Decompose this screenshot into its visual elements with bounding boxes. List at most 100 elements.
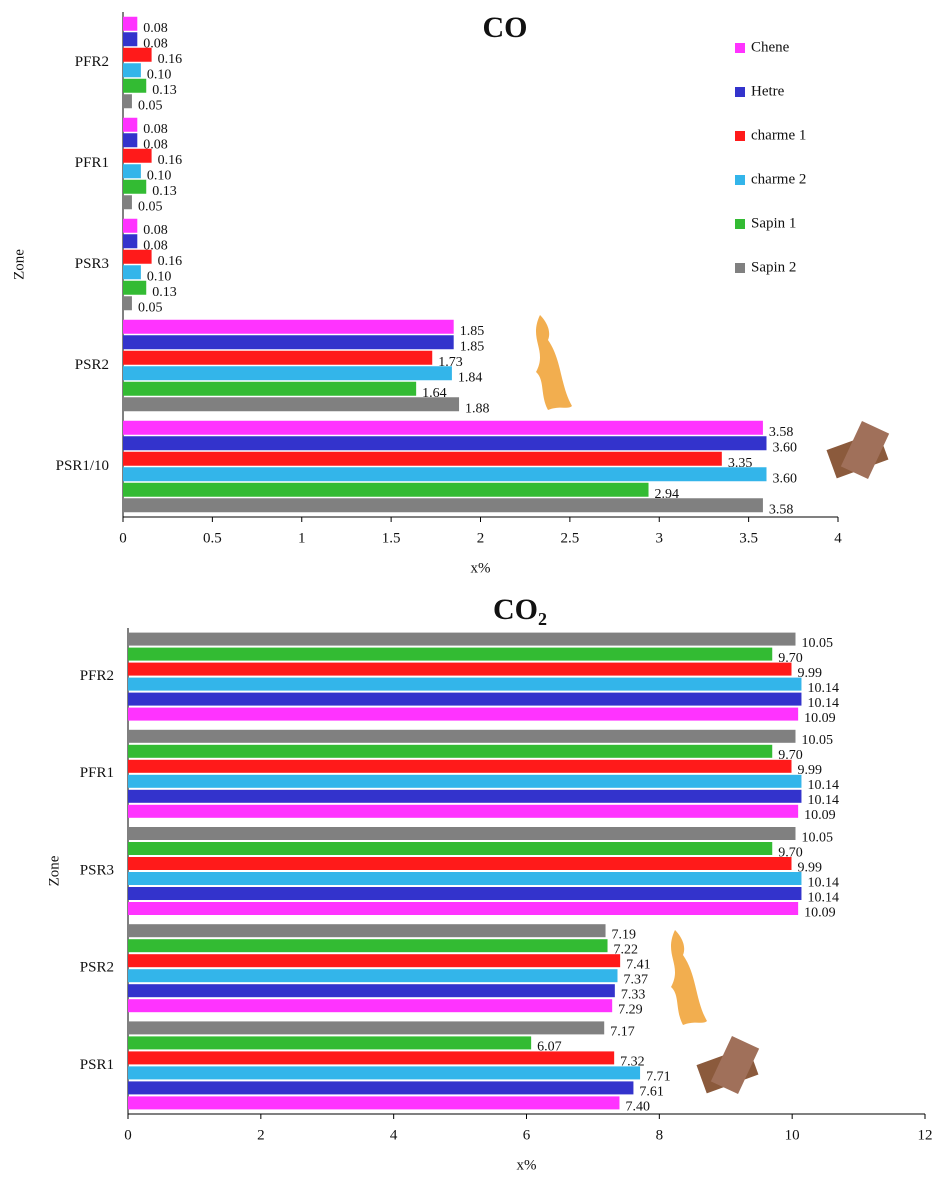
value-label: 3.58: [769, 425, 794, 440]
x-tick-label: 0: [119, 530, 127, 546]
chart-title: CO: [483, 11, 528, 44]
bar: [123, 63, 141, 78]
y-tick-label: PSR2: [75, 357, 109, 373]
bar: [123, 179, 147, 194]
value-label: 9.99: [798, 763, 823, 778]
value-label: 7.71: [646, 1070, 671, 1085]
value-label: 1.88: [465, 401, 490, 416]
value-label: 3.35: [728, 456, 753, 471]
value-label: 1.73: [438, 355, 463, 370]
bar: [123, 397, 460, 412]
value-label: 0.08: [143, 223, 168, 238]
y-tick-label: PFR2: [80, 668, 114, 684]
legend-swatch: [735, 131, 745, 141]
value-label: 0.08: [143, 36, 168, 51]
value-label: 0.13: [152, 83, 177, 98]
value-label: 1.85: [460, 324, 485, 339]
bar: [123, 164, 141, 179]
value-label: 1.85: [460, 339, 485, 354]
bar: [128, 662, 792, 676]
value-label: 1.84: [458, 370, 483, 385]
bar: [123, 335, 454, 350]
x-tick-label: 8: [656, 1127, 664, 1143]
value-label: 10.05: [801, 733, 833, 748]
value-label: 7.33: [621, 987, 646, 1002]
x-tick-label: 12: [918, 1127, 933, 1143]
value-label: 3.60: [773, 440, 798, 455]
bar: [123, 117, 138, 132]
bar: [128, 999, 613, 1013]
bar: [123, 265, 141, 280]
bar: [128, 857, 792, 870]
legend-label: charme 1: [751, 127, 806, 143]
value-label: 9.99: [798, 860, 823, 875]
value-label: 0.08: [143, 238, 168, 253]
bar: [128, 759, 792, 773]
value-label: 10.09: [804, 808, 836, 823]
y-axis-label: Zone: [11, 249, 27, 280]
value-label: 0.10: [147, 269, 172, 284]
bar: [123, 436, 767, 451]
bar: [128, 707, 799, 721]
bar: [128, 939, 608, 953]
chart-title: CO₂: [493, 593, 547, 626]
x-tick-label: 1.5: [382, 530, 401, 546]
value-label: 7.40: [625, 1100, 650, 1115]
value-label: 3.60: [773, 471, 798, 486]
bar: [128, 924, 606, 938]
bar: [123, 296, 132, 311]
y-tick-label: PFR2: [75, 54, 109, 70]
value-label: 7.19: [612, 927, 637, 942]
legend-label: Hetre: [751, 83, 785, 99]
value-label: 0.16: [158, 52, 183, 67]
legend-label: charme 2: [751, 171, 806, 187]
x-tick-label: 2: [477, 530, 485, 546]
bar: [123, 94, 132, 109]
value-label: 0.08: [143, 21, 168, 36]
bar: [123, 249, 152, 264]
bar: [123, 350, 433, 365]
bar: [123, 482, 649, 497]
bar: [128, 842, 773, 855]
value-label: 3.58: [769, 502, 794, 517]
value-label: 0.05: [138, 300, 163, 315]
value-label: 10.14: [807, 875, 839, 890]
bar: [123, 133, 138, 148]
x-tick-label: 1: [298, 530, 306, 546]
legend-swatch: [735, 43, 745, 53]
value-label: 9.70: [778, 651, 803, 666]
bar: [123, 319, 454, 334]
value-label: 7.41: [626, 957, 651, 972]
value-label: 0.10: [147, 168, 172, 183]
bar: [128, 1051, 615, 1065]
x-tick-label: 2: [257, 1127, 265, 1143]
x-tick-label: 4: [390, 1127, 398, 1143]
x-tick-label: 3.5: [739, 530, 758, 546]
x-tick-label: 10: [785, 1127, 800, 1143]
bar: [128, 647, 773, 661]
y-axis-label: Zone: [46, 855, 62, 886]
bar: [123, 381, 417, 396]
bar: [128, 1096, 620, 1110]
value-label: 10.14: [807, 890, 839, 905]
bar: [123, 148, 152, 163]
bar: [128, 1066, 641, 1080]
bar: [123, 195, 132, 210]
legend-swatch: [735, 175, 745, 185]
value-label: 10.14: [807, 696, 839, 711]
value-label: 10.14: [807, 793, 839, 808]
bar: [128, 774, 802, 788]
bar: [123, 498, 763, 513]
bar: [128, 887, 802, 900]
legend-label: Chene: [751, 39, 790, 55]
bar: [123, 218, 138, 233]
bar: [123, 280, 147, 295]
y-tick-label: PFR1: [75, 155, 109, 171]
value-label: 0.10: [147, 67, 172, 82]
legend-swatch: [735, 87, 745, 97]
value-label: 7.37: [623, 972, 648, 987]
value-label: 10.14: [807, 681, 839, 696]
x-tick-label: 2.5: [561, 530, 580, 546]
